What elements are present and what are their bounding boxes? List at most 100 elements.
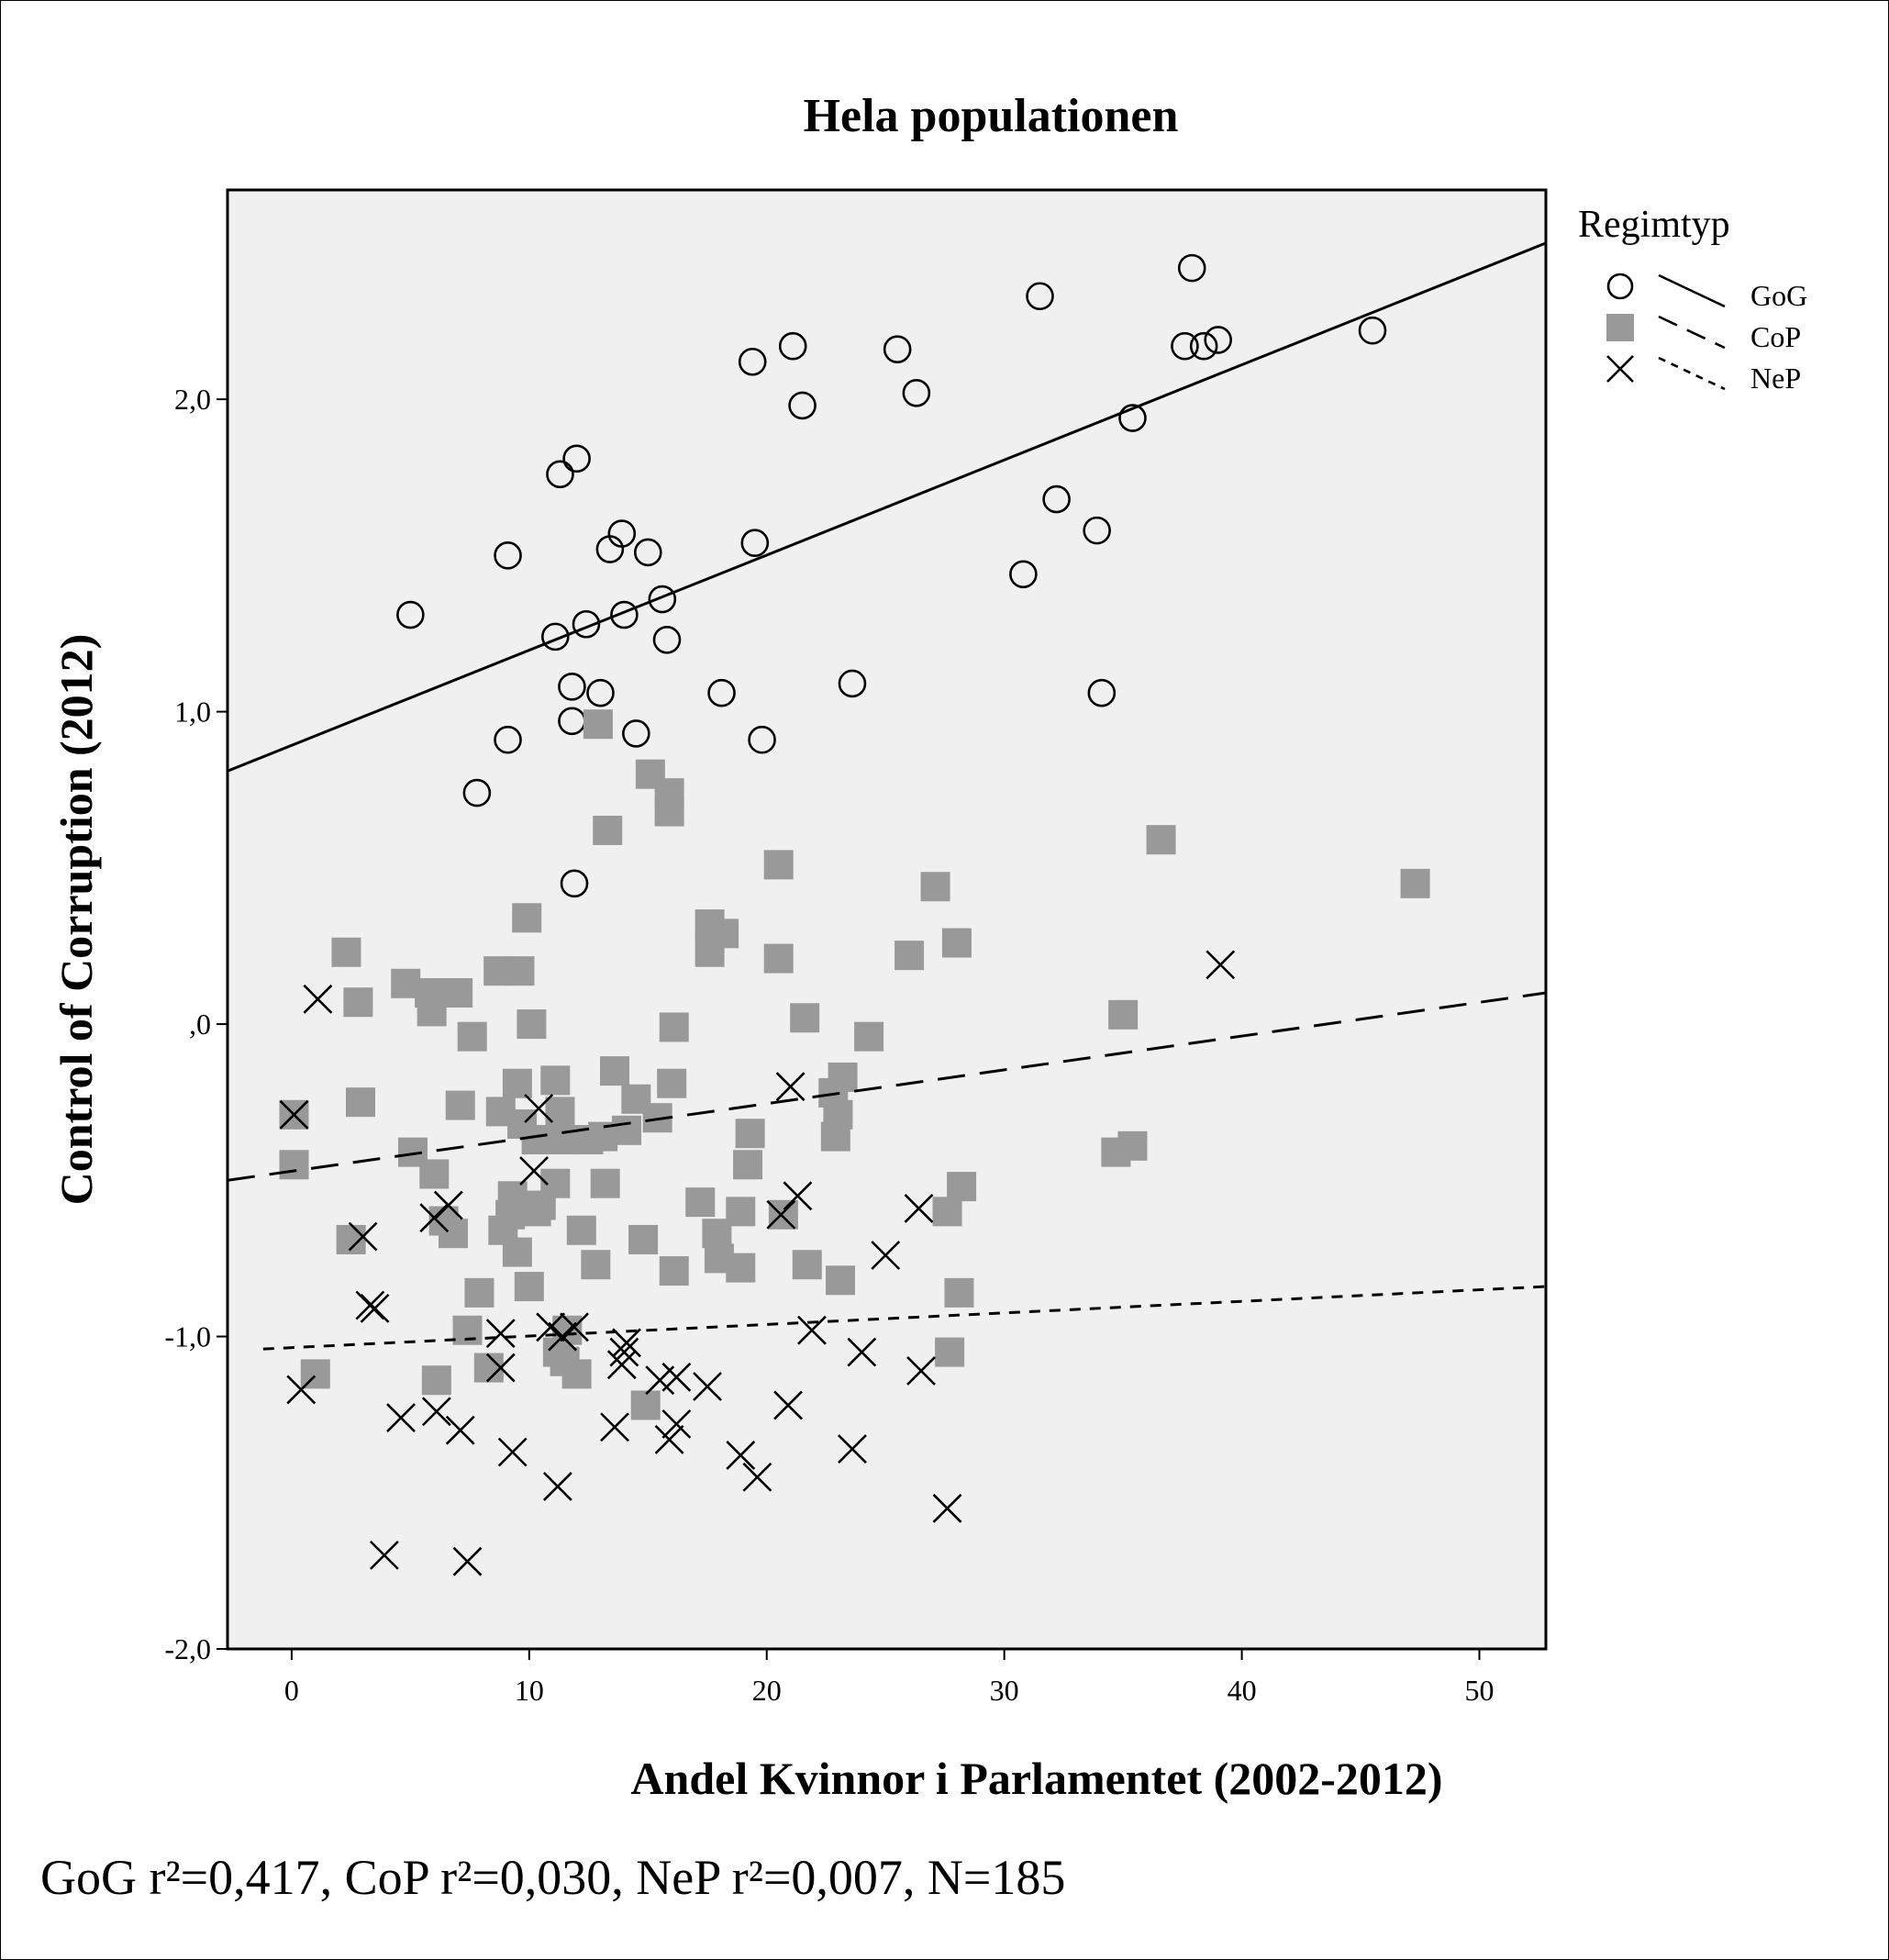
cop-point <box>419 1159 450 1189</box>
cop-point <box>941 928 972 958</box>
legend-line-cop <box>1658 315 1726 350</box>
cop-point <box>763 850 794 880</box>
nep-point <box>783 1181 813 1211</box>
legend-line-gog <box>1658 273 1726 308</box>
nep-point <box>726 1440 756 1470</box>
x-tick-label: 0 <box>284 1674 299 1707</box>
cop-point <box>657 1068 687 1098</box>
gog-point <box>883 335 912 363</box>
nep-point <box>654 1424 684 1454</box>
cop-point <box>512 903 542 933</box>
nep-point <box>419 1203 450 1233</box>
nep-point <box>286 1375 317 1405</box>
y-axis-label: Control of Corruption (2012) <box>50 634 102 1206</box>
y-tick-label: 2,0 <box>174 383 211 416</box>
cop-point <box>792 1250 822 1280</box>
gog-point <box>1042 484 1071 514</box>
nep-point <box>612 1328 641 1358</box>
gog-point <box>462 778 492 807</box>
cop-point <box>473 1353 504 1383</box>
gog-point <box>396 600 425 629</box>
cop-point <box>457 1021 487 1052</box>
nep-point <box>369 1540 399 1570</box>
series-gog <box>396 253 1387 898</box>
gog-point <box>572 609 601 639</box>
gog-point <box>562 444 591 473</box>
cop-point <box>726 1253 756 1283</box>
legend-item-nep: NeP <box>1606 355 1801 395</box>
nep-point <box>485 1353 516 1383</box>
gog-point <box>788 391 817 420</box>
cop-point <box>545 1097 575 1127</box>
gog-point <box>1083 516 1111 545</box>
nep-point <box>279 1099 309 1130</box>
nep-point <box>742 1462 772 1492</box>
legend-label-cop: CoP <box>1750 320 1801 353</box>
nep-point <box>536 1312 566 1342</box>
cop-point <box>823 1099 853 1130</box>
legend-marker-cop <box>1606 314 1634 341</box>
x-tick-label: 40 <box>1228 1674 1257 1707</box>
y-tick-label: -2,0 <box>164 1632 211 1665</box>
cop-point <box>659 1012 689 1042</box>
cop-point <box>659 1256 689 1286</box>
legend: Regimtyp GoG CoP NeP <box>1578 204 1807 395</box>
y-tick-label: 1,0 <box>174 696 211 729</box>
cop-point <box>548 1125 578 1155</box>
nep-point <box>386 1403 416 1432</box>
cop-point <box>1400 868 1430 898</box>
gog-point <box>1118 404 1147 432</box>
nep-point <box>904 1194 934 1223</box>
cop-point <box>331 937 361 967</box>
legend-label-nep: NeP <box>1750 362 1801 395</box>
cop-point <box>593 815 623 845</box>
cop-point <box>894 941 925 971</box>
gog-point <box>494 541 522 570</box>
cop-point <box>628 1224 659 1254</box>
cop-point <box>279 1150 309 1180</box>
cop-point <box>709 919 739 949</box>
x-tick-label: 30 <box>990 1674 1019 1707</box>
cop-point <box>944 1277 974 1308</box>
nep-point <box>485 1319 516 1349</box>
cop-point <box>733 1150 763 1180</box>
nep-fit-line <box>262 1285 1546 1351</box>
gog-point <box>1087 678 1117 707</box>
cop-point <box>502 1237 532 1267</box>
cop-point <box>464 1277 494 1308</box>
series-cop <box>279 709 1430 1420</box>
legend-line-nep <box>1658 356 1726 391</box>
nep-point <box>600 1412 629 1442</box>
cop-fit-line <box>228 991 1546 1182</box>
series-nep <box>279 950 1236 1576</box>
nep-point <box>693 1372 722 1401</box>
gog-point <box>610 600 639 629</box>
cop-point <box>932 1197 962 1227</box>
gog-point <box>560 869 589 898</box>
nep-point <box>360 1293 390 1323</box>
nep-point <box>497 1437 528 1467</box>
gog-point <box>748 725 776 754</box>
nep-point <box>542 1472 572 1501</box>
nep-point <box>348 1221 378 1252</box>
gog-point <box>740 529 770 558</box>
gog-point <box>633 538 662 567</box>
nep-point <box>661 1409 692 1439</box>
cop-point <box>854 1021 884 1052</box>
cop-point <box>1146 825 1176 855</box>
cop-point <box>443 978 473 1008</box>
cop-point <box>590 1168 620 1198</box>
gog-point <box>652 625 682 654</box>
y-tick-label: -1,0 <box>164 1320 211 1353</box>
cop-point <box>505 956 535 986</box>
cop-point <box>502 1068 532 1098</box>
cop-point <box>452 1315 483 1345</box>
gog-point <box>1177 253 1206 283</box>
nep-point <box>775 1072 806 1102</box>
cop-point <box>600 1056 630 1086</box>
cop-point <box>445 1090 475 1120</box>
x-tick-label: 10 <box>515 1674 544 1707</box>
gog-point <box>1009 560 1038 589</box>
nep-point <box>519 1156 549 1186</box>
